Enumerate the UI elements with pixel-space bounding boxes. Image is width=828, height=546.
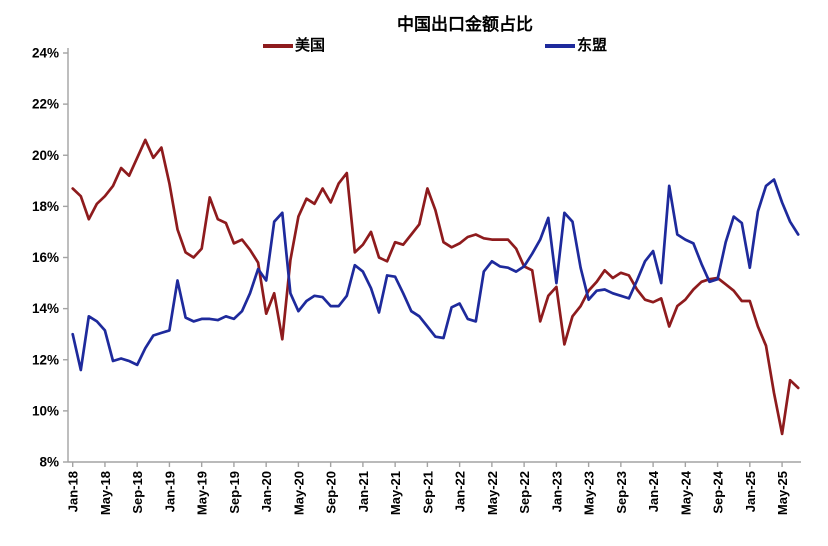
x-tick-label: Jan-22 — [453, 471, 468, 512]
y-tick-label: 24% — [32, 46, 59, 61]
x-tick-label: May-21 — [388, 471, 403, 515]
x-tick-label: Jan-18 — [66, 471, 81, 512]
chart-title: 中国出口金额占比 — [397, 15, 533, 34]
y-tick-label: 20% — [32, 148, 59, 163]
asean-legend-swatch-line — [545, 44, 575, 48]
x-tick-label: Jan-25 — [743, 471, 758, 512]
y-tick-label: 18% — [32, 199, 59, 214]
x-tick-label: Jan-21 — [356, 471, 371, 512]
chart-legend: 美国 东盟 — [0, 36, 828, 60]
x-tick-label: Sep-23 — [614, 471, 629, 514]
x-tick-label: Sep-18 — [130, 471, 145, 514]
x-tick-label: Jan-23 — [549, 471, 564, 512]
x-tick-label: Sep-19 — [227, 471, 242, 514]
x-tick-label: Jan-24 — [646, 470, 661, 512]
x-tick-label: May-23 — [582, 471, 597, 515]
y-tick-label: 8% — [39, 455, 59, 470]
y-tick-label: 14% — [32, 301, 59, 316]
us-legend-label: 美国 — [295, 37, 326, 54]
x-tick-label: Jan-19 — [162, 471, 177, 512]
y-tick-label: 10% — [32, 403, 59, 418]
x-tick-label: May-25 — [775, 471, 790, 515]
x-tick-label: Sep-22 — [517, 471, 532, 514]
x-tick-label: Sep-21 — [420, 471, 435, 514]
x-tick-label: May-19 — [195, 471, 210, 515]
x-tick-label: May-20 — [291, 471, 306, 515]
x-tick-label: Sep-20 — [324, 471, 339, 514]
x-tick-label: May-24 — [678, 470, 693, 515]
asean-series-line — [71, 178, 800, 372]
x-tick-label: May-18 — [98, 471, 113, 515]
us-series-line — [71, 138, 800, 436]
y-tick-label: 22% — [32, 97, 59, 112]
legend-item-asean: 东盟 — [545, 36, 607, 56]
asean-legend-label: 东盟 — [577, 37, 608, 54]
x-tick-label: May-22 — [485, 471, 500, 515]
x-tick-label: Jan-20 — [259, 471, 274, 512]
y-tick-label: 16% — [32, 250, 59, 265]
x-tick-label: Sep-24 — [711, 470, 726, 513]
us-legend-swatch-line — [263, 44, 293, 48]
legend-item-us: 美国 — [263, 36, 325, 56]
y-tick-label: 12% — [32, 352, 59, 367]
